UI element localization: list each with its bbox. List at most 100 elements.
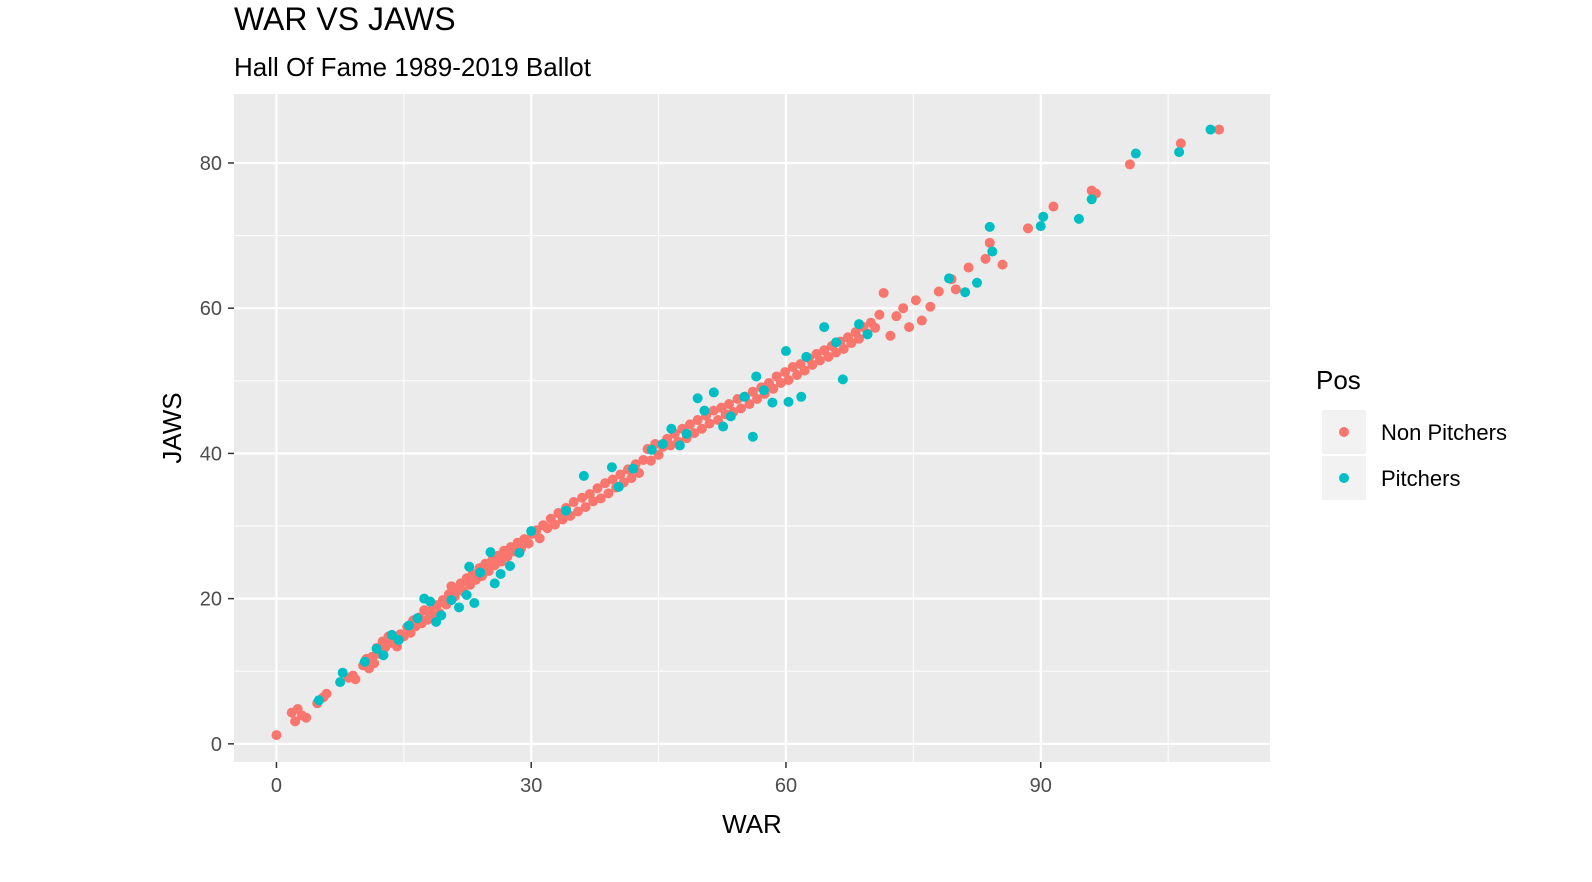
point-pitchers [489,578,500,589]
point-non-pitchers [290,716,301,727]
point-non-pitchers [369,658,380,669]
point-pitchers [674,440,685,451]
x-tick-label: 30 [520,775,542,797]
point-non-pitchers [997,259,1008,270]
point-pitchers [495,568,506,579]
point-non-pitchers [783,375,794,386]
point-non-pitchers [603,488,614,499]
point-non-pitchers [838,343,849,354]
point-non-pitchers [704,418,715,429]
point-non-pitchers [904,322,915,333]
point-pitchers [960,287,971,298]
y-axis-ticks: 0 20 40 60 80 [200,153,234,756]
point-pitchers [666,423,677,434]
point-pitchers [469,597,480,608]
point-non-pitchers [870,322,881,333]
point-non-pitchers [595,493,606,504]
point-pitchers [853,319,864,330]
point-pitchers [446,595,457,606]
point-non-pitchers [568,497,579,508]
point-non-pitchers [768,383,779,394]
point-pitchers [485,547,496,558]
point-pitchers [464,561,475,572]
point-pitchers [313,695,324,706]
point-non-pitchers [814,355,825,366]
point-non-pitchers [1022,223,1033,234]
point-pitchers [767,397,778,408]
y-tick-label: 0 [211,734,222,756]
point-non-pitchers [692,415,703,426]
legend-label-non-pitchers: Non Pitchers [1381,420,1507,445]
point-pitchers [425,596,436,607]
grid-major [234,94,1270,762]
point-pitchers [681,428,692,439]
point-non-pitchers [350,674,361,685]
point-non-pitchers [1214,124,1225,135]
point-pitchers [944,273,955,284]
point-pitchers [987,246,998,257]
point-pitchers [436,610,447,621]
point-pitchers [796,391,807,402]
point-pitchers [1038,211,1049,222]
legend-marker-pitchers [1339,473,1349,483]
point-non-pitchers [502,551,513,562]
point-pitchers [461,590,472,600]
point-non-pitchers [1124,159,1135,170]
point-pitchers [837,374,848,385]
point-non-pitchers [747,386,758,397]
x-axis-title: WAR [722,809,782,839]
point-non-pitchers [607,474,618,485]
chart-subtitle: Hall Of Fame 1989-2019 Ballot [234,52,592,82]
point-non-pitchers [534,533,545,544]
legend-marker-non-pitchers [1339,427,1349,437]
x-tick-label: 90 [1030,775,1052,797]
point-non-pitchers [910,295,921,306]
point-non-pitchers [780,367,791,378]
point-non-pitchers [321,688,332,699]
point-non-pitchers [626,473,637,484]
point-non-pitchers [807,359,818,370]
legend-title: Pos [1316,365,1361,395]
point-non-pitchers [542,523,553,534]
point-pitchers [692,393,703,404]
point-non-pitchers [592,483,603,494]
point-non-pitchers [1175,138,1186,149]
point-non-pitchers [853,333,864,344]
point-pitchers [725,411,736,422]
point-non-pitchers [580,502,591,513]
point-pitchers [613,481,624,492]
point-non-pitchers [792,369,803,380]
point-non-pitchers [271,730,282,741]
point-pitchers [984,221,995,232]
grid-minor [234,94,1270,762]
point-pitchers [646,444,657,455]
point-pitchers [801,351,812,362]
point-pitchers [699,405,710,416]
x-tick-label: 60 [775,775,797,797]
point-non-pitchers [752,393,763,404]
point-pitchers [561,505,572,516]
point-non-pitchers [925,301,936,312]
point-pitchers [780,346,791,357]
y-axis-title: JAWS [157,392,187,463]
point-pitchers [386,629,397,640]
point-non-pitchers [557,514,568,525]
point-pitchers [1073,213,1084,224]
point-pitchers [454,602,465,613]
point-pitchers [1130,148,1141,159]
point-pitchers [657,438,668,449]
point-non-pitchers [653,449,664,460]
point-non-pitchers [685,419,696,430]
point-non-pitchers [744,399,755,410]
point-pitchers [1035,221,1046,232]
point-pitchers [412,613,423,624]
point-pitchers [783,396,794,407]
point-non-pitchers [787,362,798,373]
point-non-pitchers [696,423,707,434]
point-pitchers [403,620,414,631]
point-non-pitchers [301,712,312,723]
point-pitchers [628,463,639,474]
point-non-pitchers [831,347,842,358]
point-pitchers [747,431,758,442]
